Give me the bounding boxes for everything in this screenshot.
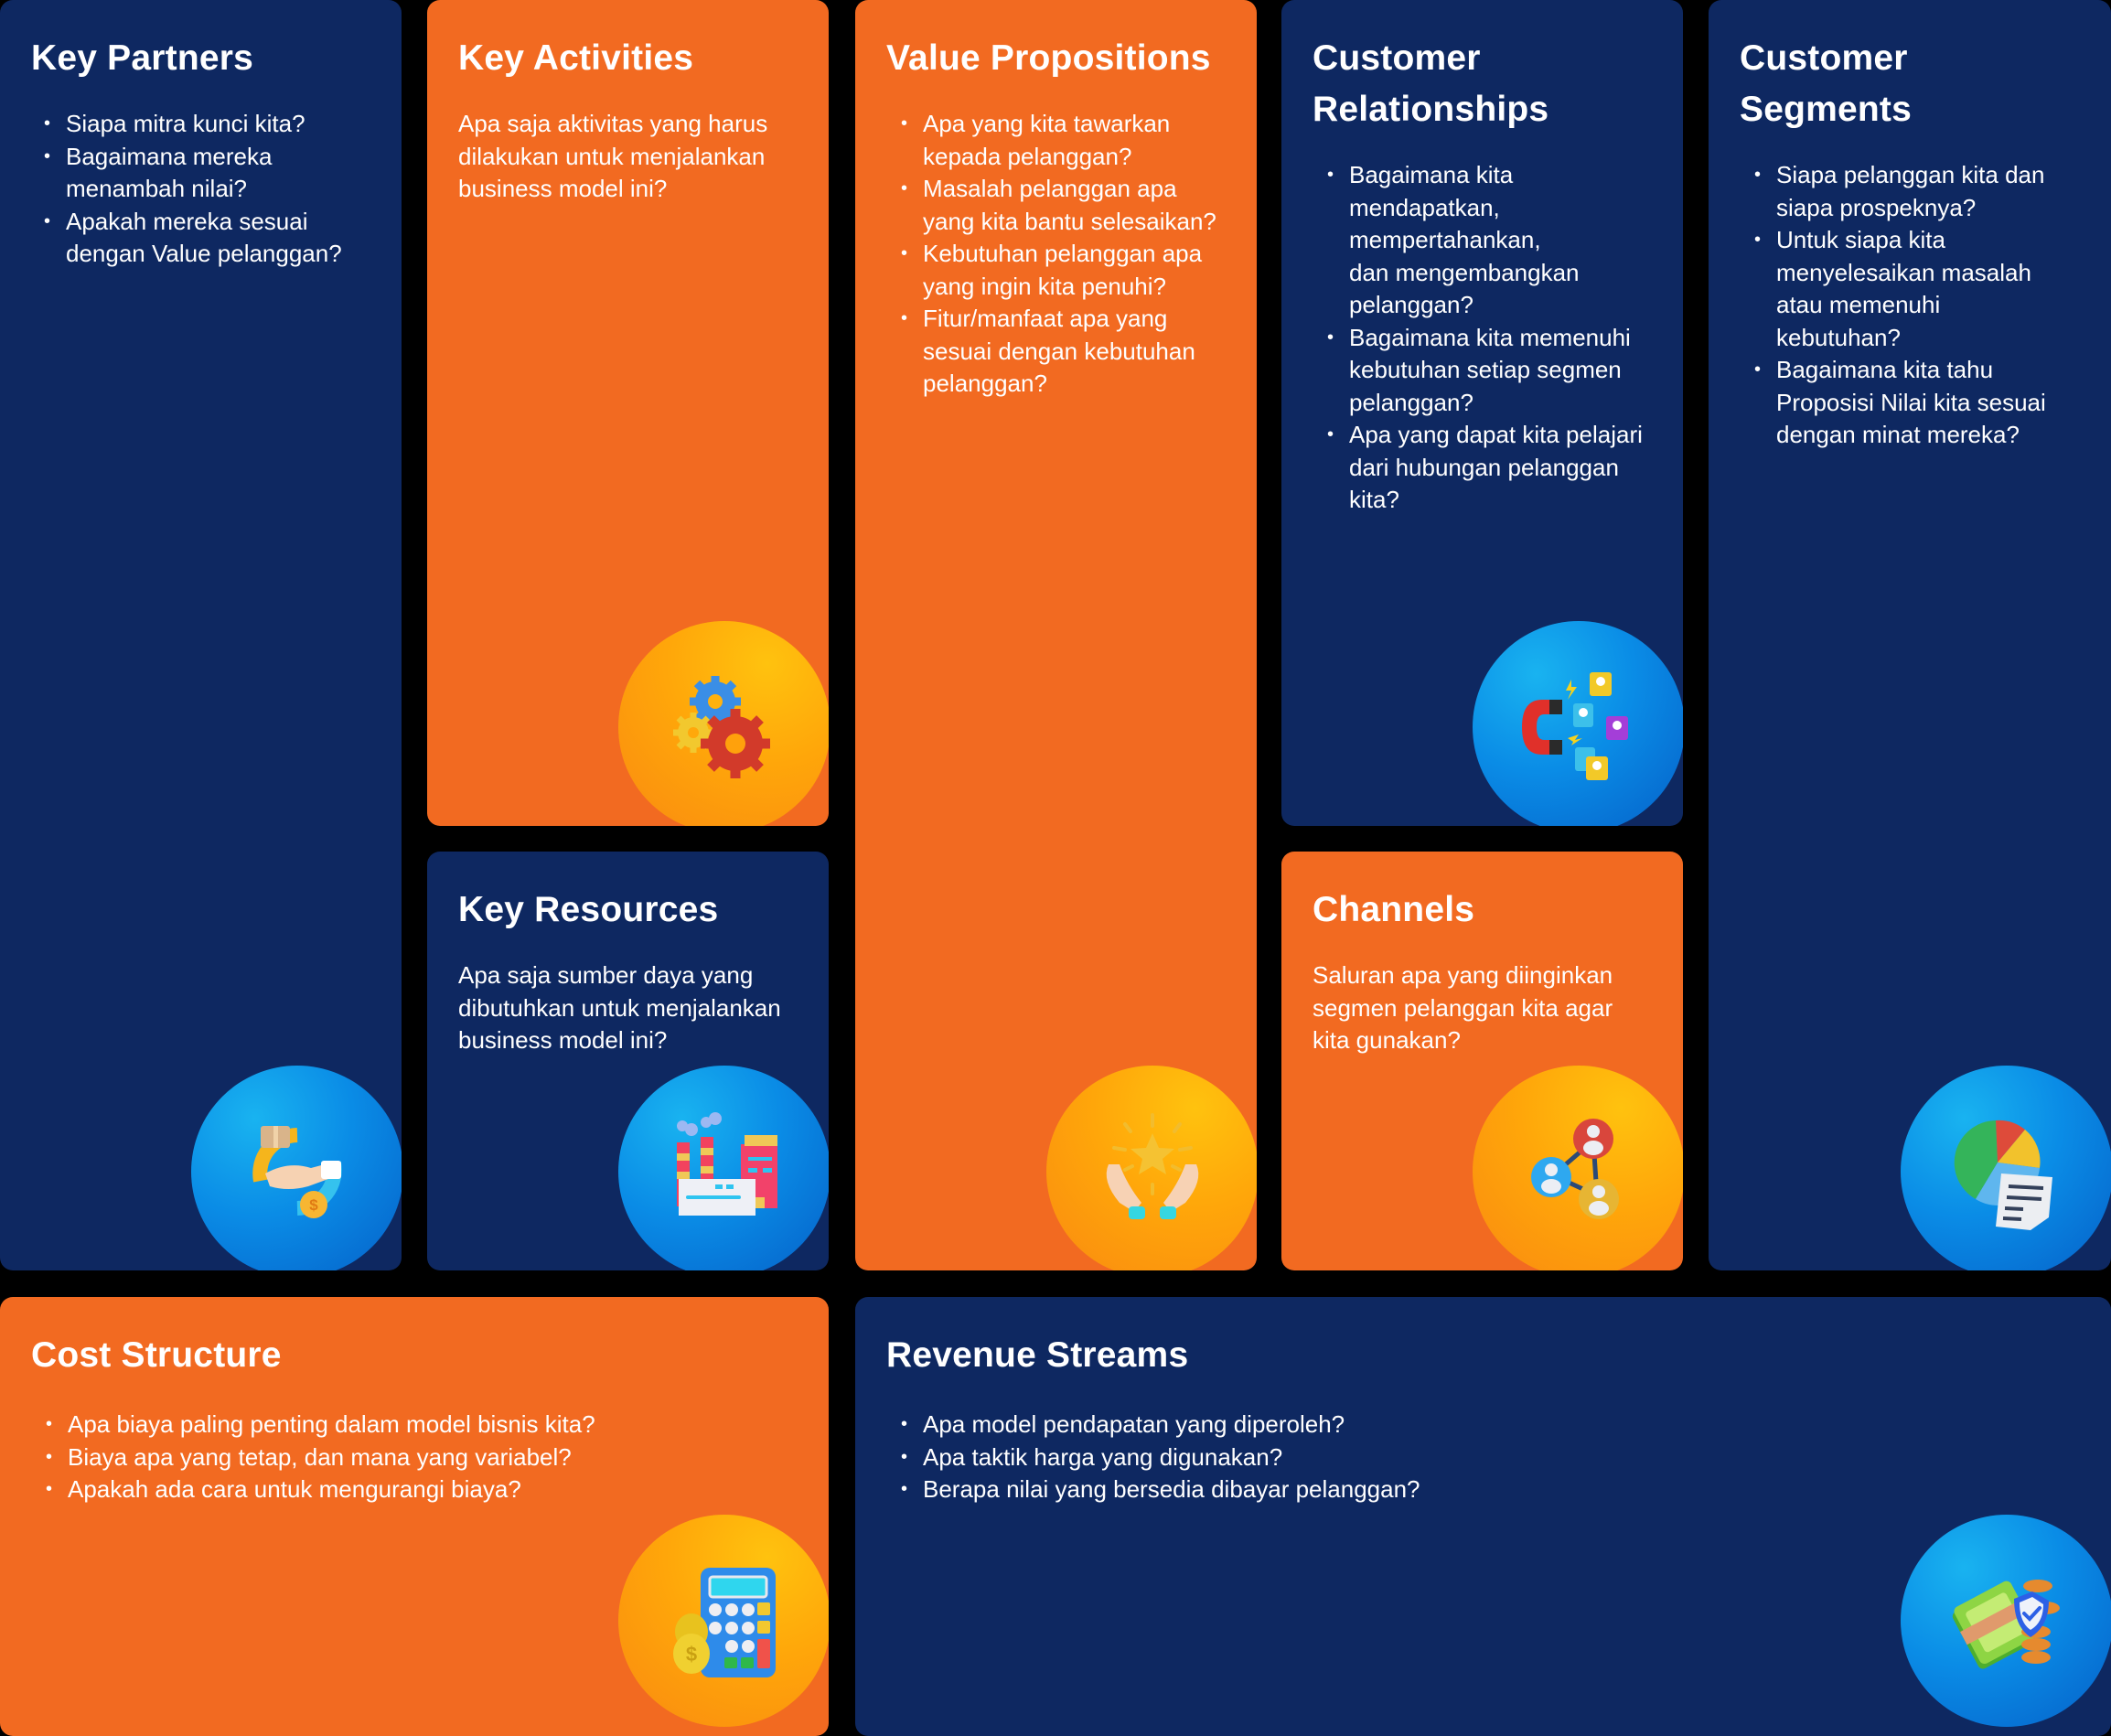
list-item: Bagaimana mereka menambah nilai? (44, 141, 370, 206)
money-shield-coins-icon (1901, 1515, 2111, 1727)
list-item: Apakah ada cara untuk mengurangi biaya? (46, 1473, 798, 1506)
block-description: Apa saja sumber daya yang dibutuhkan unt… (458, 961, 781, 1054)
list-item: Apa yang dapat kita pelajari dari hubung… (1327, 419, 1652, 517)
list-item: Apa model pendapatan yang diperoleh? (901, 1409, 2080, 1441)
question-list: Siapa mitra kunci kita? Bagaimana mereka… (31, 108, 370, 271)
list-item: Masalah pelanggan apa yang kita bantu se… (901, 173, 1226, 238)
cost-structure-block: Cost Structure Apa biaya paling penting … (0, 1297, 829, 1736)
block-title: Cost Structure (31, 1335, 282, 1375)
block-description: Apa saja aktivitas yang harus dilakukan … (458, 110, 768, 202)
list-item: Bagaimana kita mendapatkan, mempertahank… (1327, 159, 1587, 322)
calculator-coins-icon: $ (618, 1515, 829, 1727)
list-item: Apakah mereka sesuai dengan Value pelang… (44, 206, 370, 271)
list-item: Apa biaya paling penting dalam model bis… (46, 1409, 798, 1441)
list-item: Bagaimana kita tahu Proposisi Nilai kita… (1754, 354, 2080, 452)
hands-star-icon (1046, 1066, 1257, 1270)
network-users-icon (1473, 1066, 1683, 1270)
customer-relationships-block: Customer Relationships Bagaimana kita me… (1281, 0, 1683, 826)
list-item: Bagaimana kita memenuhi kebutuhan setiap… (1327, 322, 1652, 420)
block-title: Key Resources (458, 890, 719, 929)
channels-block: Channels Saluran apa yang diinginkan seg… (1281, 852, 1683, 1270)
block-title: Customer Segments (1740, 38, 1912, 129)
list-item: Siapa pelanggan kita dan siapa prospekny… (1754, 159, 2080, 224)
list-item: Apa taktik harga yang digunakan? (901, 1441, 2080, 1474)
customer-segments-block: Customer Segments Siapa pelanggan kita d… (1709, 0, 2111, 1270)
list-item: Berapa nilai yang bersedia dibayar pelan… (901, 1473, 2080, 1506)
block-title: Channels (1313, 890, 1475, 929)
block-title: Revenue Streams (886, 1335, 1189, 1375)
gears-icon (618, 621, 829, 826)
revenue-streams-block: Revenue Streams Apa model pendapatan yan… (855, 1297, 2111, 1736)
question-list: Bagaimana kita mendapatkan, mempertahank… (1313, 159, 1652, 517)
magnet-users-icon (1473, 621, 1683, 826)
list-item: Apa yang kita tawarkan kepada pelanggan? (901, 108, 1226, 173)
list-item: Biaya apa yang tetap, dan mana yang vari… (46, 1441, 798, 1474)
block-title: Key Activities (458, 38, 694, 78)
question-list: Siapa pelanggan kita dan siapa prospekny… (1740, 159, 2080, 452)
key-resources-block: Key Resources Apa saja sumber daya yang … (427, 852, 829, 1270)
list-item: Fitur/manfaat apa yang sesuai dengan keb… (901, 303, 1226, 401)
pie-chart-report-icon (1901, 1066, 2111, 1270)
value-propositions-block: Value Propositions Apa yang kita tawarka… (855, 0, 1257, 1270)
block-title: Key Partners (31, 38, 254, 78)
question-list: Apa biaya paling penting dalam model bis… (31, 1409, 798, 1506)
key-activities-block: Key Activities Apa saja aktivitas yang h… (427, 0, 829, 826)
block-description: Saluran apa yang diinginkan segmen pelan… (1313, 961, 1613, 1054)
svg-text:$: $ (686, 1643, 697, 1666)
list-item: Untuk siapa kita menyelesaikan masalah a… (1754, 224, 2051, 354)
handshake-exchange-icon: $ (191, 1066, 402, 1270)
factory-icon (618, 1066, 829, 1270)
block-title: Customer Relationships (1313, 38, 1549, 129)
question-list: Apa yang kita tawarkan kepada pelanggan?… (886, 108, 1226, 401)
question-list: Apa model pendapatan yang diperoleh? Apa… (886, 1409, 2080, 1506)
svg-text:$: $ (309, 1196, 318, 1214)
key-partners-block: Key Partners Siapa mitra kunci kita? Bag… (0, 0, 402, 1270)
list-item: Kebutuhan pelanggan apa yang ingin kita … (901, 238, 1226, 303)
block-title: Value Propositions (886, 38, 1211, 78)
list-item: Siapa mitra kunci kita? (44, 108, 370, 141)
